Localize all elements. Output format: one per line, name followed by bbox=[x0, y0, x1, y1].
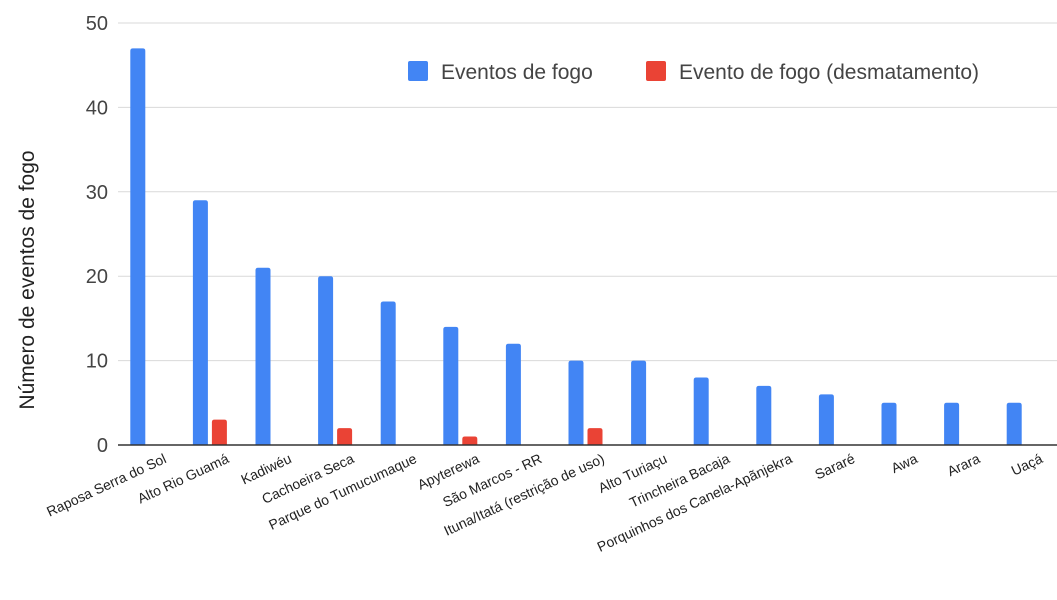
bar-eventos-de-fogo bbox=[318, 276, 334, 445]
legend-label: Evento de fogo (desmatamento) bbox=[679, 61, 979, 84]
bar-eventos-de-fogo bbox=[631, 360, 647, 445]
bar-eventos-de-fogo bbox=[443, 326, 459, 445]
y-tick-label: 30 bbox=[86, 182, 108, 204]
x-category-label: Arara bbox=[945, 450, 983, 479]
bar-eventos-de-fogo bbox=[756, 385, 772, 445]
bar-eventos-de-fogo bbox=[944, 402, 960, 445]
bar-eventos-de-fogo bbox=[693, 377, 709, 445]
x-category-label: Uaçá bbox=[1009, 450, 1046, 478]
y-tick-label: 50 bbox=[86, 13, 108, 35]
bar-eventos-de-fogo bbox=[380, 301, 396, 445]
bar-desmatamento bbox=[587, 428, 603, 445]
bar-eventos-de-fogo bbox=[818, 394, 834, 445]
bar-desmatamento bbox=[337, 428, 353, 445]
legend-swatch bbox=[408, 61, 428, 81]
bar-eventos-de-fogo bbox=[505, 343, 521, 445]
bar-eventos-de-fogo bbox=[881, 402, 897, 445]
bar-eventos-de-fogo bbox=[255, 267, 271, 445]
bar-eventos-de-fogo bbox=[568, 360, 584, 445]
y-tick-label: 10 bbox=[86, 351, 108, 373]
gridlines bbox=[118, 22, 1057, 362]
bars bbox=[130, 48, 1022, 445]
y-axis-ticks: 0 10 20 30 40 50 bbox=[86, 13, 108, 457]
x-category-label: Awa bbox=[889, 450, 920, 476]
bar-eventos-de-fogo bbox=[130, 48, 146, 445]
bar-eventos-de-fogo bbox=[192, 200, 208, 445]
legend: Eventos de fogo Evento de fogo (desmatame… bbox=[408, 61, 979, 84]
bar-eventos-de-fogo bbox=[1006, 402, 1022, 445]
y-tick-label: 40 bbox=[86, 97, 108, 119]
legend-label: Eventos de fogo bbox=[441, 61, 593, 84]
legend-swatch bbox=[646, 61, 666, 81]
bar-desmatamento bbox=[462, 436, 478, 445]
bar-desmatamento bbox=[211, 419, 227, 445]
x-category-label: Sararé bbox=[812, 450, 857, 482]
y-axis-title: Número de eventos de fogo bbox=[16, 150, 39, 409]
y-tick-label: 20 bbox=[86, 266, 108, 288]
y-tick-label: 0 bbox=[97, 435, 108, 457]
